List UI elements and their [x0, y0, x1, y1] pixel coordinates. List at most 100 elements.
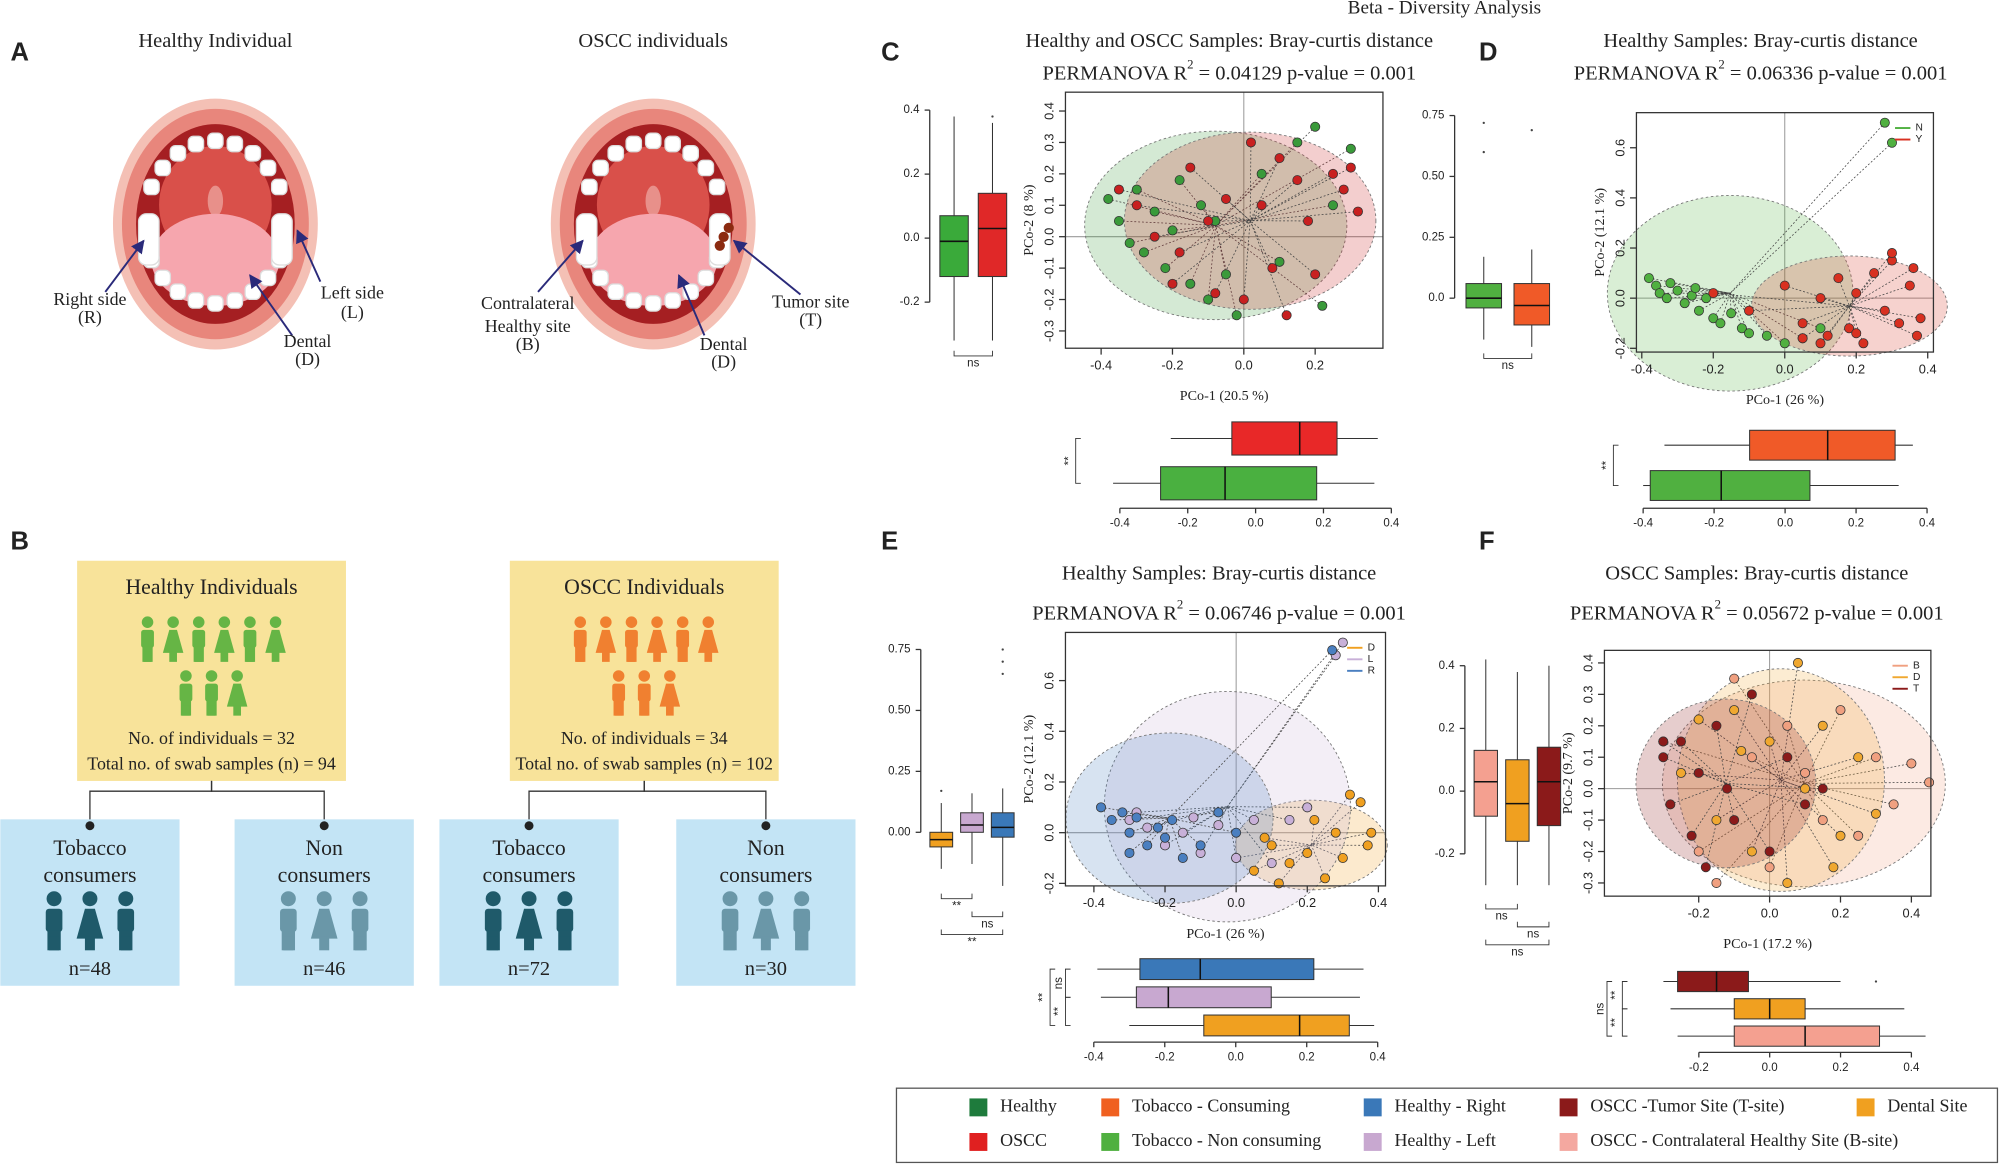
person-icon	[612, 670, 626, 716]
point	[1124, 237, 1135, 248]
point	[1142, 840, 1153, 851]
point	[1711, 877, 1722, 888]
spoke	[1169, 649, 1333, 819]
box	[939, 215, 969, 278]
point	[1817, 720, 1828, 731]
point	[1330, 827, 1341, 838]
bracket	[1621, 1008, 1628, 1037]
y-tick-label: -0.2	[900, 296, 920, 308]
x-axis-label: PCo-1 (26 %)	[1186, 926, 1265, 942]
point	[1782, 877, 1793, 888]
permanova: PERMANOVA R2 = 0.04129 p-value = 0.001	[1042, 57, 1416, 84]
label: consumers	[483, 863, 576, 887]
label: Left side	[321, 283, 384, 303]
label: B	[11, 528, 29, 556]
spoke	[1227, 655, 1337, 807]
head	[218, 616, 231, 628]
tumor	[718, 231, 729, 242]
spoke	[1226, 806, 1237, 859]
point	[1238, 294, 1249, 305]
point	[1160, 832, 1171, 843]
body	[659, 683, 681, 707]
outlier	[991, 115, 994, 118]
point	[1220, 269, 1231, 280]
point	[1643, 273, 1654, 284]
body	[117, 908, 135, 932]
person-icon	[625, 616, 638, 662]
annotation: **	[1063, 456, 1075, 465]
legs	[143, 651, 152, 662]
label: n=46	[303, 958, 345, 980]
point	[1220, 193, 1231, 204]
tooth	[226, 292, 244, 309]
head	[638, 670, 651, 682]
label: Dental	[700, 334, 748, 354]
spoke	[1310, 794, 1351, 846]
spoke	[1729, 292, 1786, 344]
point	[1835, 830, 1846, 841]
plot-frame	[1603, 649, 1932, 897]
point	[1661, 293, 1672, 304]
point	[1124, 827, 1135, 838]
point	[1693, 846, 1704, 857]
person-icon	[646, 616, 668, 662]
arrow	[677, 274, 706, 336]
person-icon	[793, 891, 811, 951]
tooth	[154, 269, 172, 287]
spoke	[1227, 806, 1308, 808]
annotation: ns	[1527, 929, 1539, 941]
point	[1693, 305, 1704, 316]
x-tick-label: 0.4	[1903, 1062, 1920, 1074]
x-tick-label: 0.0	[1248, 518, 1264, 530]
body	[243, 629, 257, 648]
point	[1658, 752, 1669, 763]
head	[269, 616, 282, 628]
head	[141, 616, 154, 628]
point	[1815, 293, 1826, 304]
point	[1675, 767, 1686, 778]
box	[1135, 986, 1272, 1009]
point	[1113, 215, 1124, 226]
spoke	[1172, 220, 1251, 285]
point	[1708, 313, 1719, 324]
spoke	[1780, 756, 1859, 781]
point	[1729, 705, 1740, 716]
person-icon	[205, 670, 218, 716]
x-tick-label: 0.0	[1777, 518, 1793, 530]
person-icon	[676, 616, 690, 662]
spoke	[1118, 220, 1216, 226]
spoke	[1780, 779, 1834, 868]
point	[1828, 862, 1839, 873]
outlier	[1001, 660, 1004, 663]
x-tick-label: -0.2	[1689, 1062, 1709, 1074]
uvula	[207, 185, 224, 217]
body	[625, 629, 638, 648]
x-tick-label: 0.0	[1228, 1052, 1244, 1064]
tooth	[581, 178, 598, 196]
tooth	[644, 132, 662, 150]
spoke	[1803, 781, 1930, 784]
point	[1908, 263, 1919, 274]
y-tick-label: 0.0	[1041, 824, 1056, 842]
spoke	[1227, 806, 1273, 864]
label: Non	[305, 836, 343, 860]
point	[1835, 705, 1846, 716]
label: Contralateral	[481, 293, 574, 313]
label: C	[881, 39, 899, 67]
body	[214, 629, 235, 653]
point	[1185, 162, 1196, 173]
y-tick-label: 0.0	[1580, 780, 1595, 798]
spoke	[1680, 741, 1727, 784]
spoke	[1190, 167, 1251, 221]
connector-dot	[319, 821, 329, 831]
annotation: **	[952, 900, 961, 912]
molars	[271, 213, 293, 266]
head	[167, 616, 179, 628]
label: consumers	[43, 863, 136, 887]
body	[646, 629, 668, 653]
point	[1761, 330, 1772, 341]
head	[676, 616, 689, 628]
y-tick-label: 0.25	[1422, 231, 1444, 243]
point	[1779, 338, 1790, 349]
permanova-text: = 0.06746 p-value = 0.001	[1183, 602, 1406, 624]
